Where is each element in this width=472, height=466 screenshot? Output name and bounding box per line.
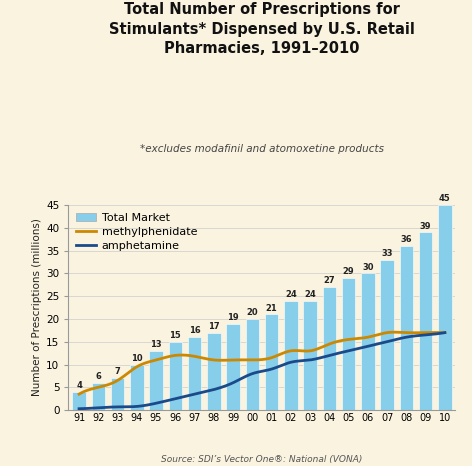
Text: 45: 45 bbox=[439, 194, 451, 203]
Text: 27: 27 bbox=[323, 276, 335, 285]
Bar bbox=[149, 351, 163, 410]
Bar bbox=[438, 205, 452, 410]
Text: 20: 20 bbox=[246, 308, 258, 317]
Bar bbox=[361, 274, 375, 410]
Bar bbox=[342, 278, 355, 410]
Text: 36: 36 bbox=[401, 235, 412, 244]
Text: 13: 13 bbox=[150, 340, 162, 349]
Bar bbox=[284, 301, 297, 410]
Text: 29: 29 bbox=[343, 267, 354, 276]
Text: 6: 6 bbox=[95, 372, 101, 381]
Bar bbox=[111, 378, 124, 410]
Text: 24: 24 bbox=[285, 290, 297, 299]
Bar bbox=[245, 319, 259, 410]
Text: 4: 4 bbox=[76, 381, 82, 390]
Text: 15: 15 bbox=[169, 331, 181, 340]
Text: 33: 33 bbox=[381, 249, 393, 258]
Text: 30: 30 bbox=[362, 262, 374, 272]
Bar bbox=[72, 392, 86, 410]
Text: 24: 24 bbox=[304, 290, 316, 299]
Y-axis label: Number of Prescriptions (millions): Number of Prescriptions (millions) bbox=[32, 219, 42, 397]
Bar bbox=[92, 383, 105, 410]
Text: *excludes modafinil and atomoxetine products: *excludes modafinil and atomoxetine prod… bbox=[140, 144, 384, 154]
Bar bbox=[207, 333, 220, 410]
Text: 17: 17 bbox=[208, 322, 219, 331]
Text: 16: 16 bbox=[189, 326, 201, 336]
Bar bbox=[130, 364, 143, 410]
Bar bbox=[169, 342, 182, 410]
Bar bbox=[419, 233, 432, 410]
Text: 10: 10 bbox=[131, 354, 143, 363]
Bar bbox=[380, 260, 394, 410]
Text: Total Number of Prescriptions for
Stimulants* Dispensed by U.S. Retail
Pharmacie: Total Number of Prescriptions for Stimul… bbox=[109, 2, 415, 56]
Bar bbox=[400, 246, 413, 410]
Legend: Total Market, methylphenidate, amphetamine: Total Market, methylphenidate, amphetami… bbox=[74, 211, 200, 253]
Bar bbox=[188, 337, 201, 410]
Text: 39: 39 bbox=[420, 221, 431, 231]
Bar bbox=[265, 315, 278, 410]
Bar bbox=[303, 301, 317, 410]
Text: 7: 7 bbox=[115, 367, 120, 377]
Text: Source: SDI’s Vector One®: National (VONA): Source: SDI’s Vector One®: National (VON… bbox=[161, 455, 362, 464]
Bar bbox=[227, 323, 240, 410]
Text: 21: 21 bbox=[266, 303, 278, 313]
Bar bbox=[323, 287, 336, 410]
Text: 19: 19 bbox=[227, 313, 239, 322]
